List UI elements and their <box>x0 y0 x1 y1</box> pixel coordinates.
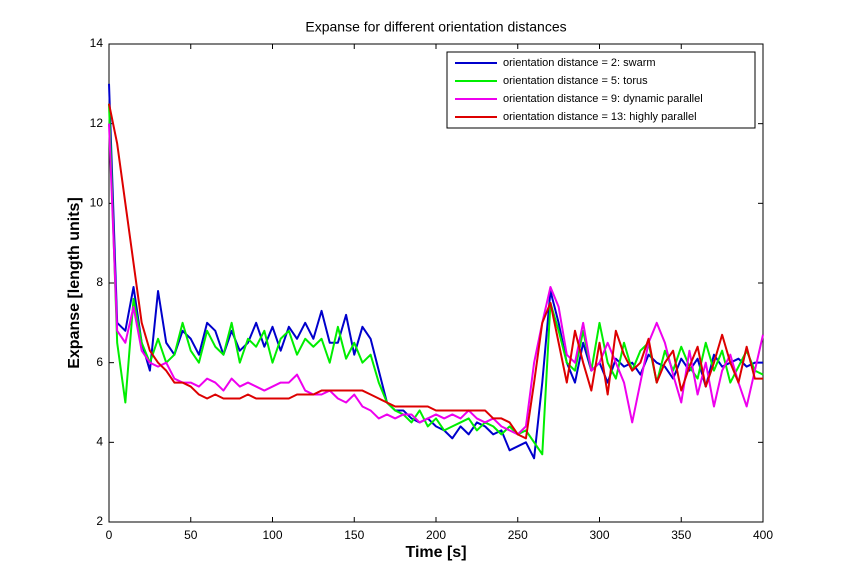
y-tick-label: 6 <box>96 355 103 369</box>
y-tick-label: 8 <box>96 275 103 289</box>
y-tick-label: 12 <box>90 116 104 130</box>
x-tick-label: 50 <box>184 528 198 542</box>
legend-label: orientation distance = 9: dynamic parall… <box>503 93 703 105</box>
y-tick-label: 14 <box>90 36 104 50</box>
y-axis-label: Expanse [length units] <box>66 197 83 369</box>
legend-label: orientation distance = 13: highly parall… <box>503 111 697 123</box>
chart-title: Expanse for different orientation distan… <box>305 19 566 35</box>
x-tick-label: 100 <box>262 528 282 542</box>
x-tick-label: 250 <box>508 528 528 542</box>
legend-box <box>446 51 756 129</box>
x-tick-label: 400 <box>753 528 773 542</box>
y-tick-label: 10 <box>90 196 104 210</box>
x-tick-label: 0 <box>106 528 113 542</box>
series-line <box>108 123 764 436</box>
legend-label: orientation distance = 2: swarm <box>503 57 656 69</box>
y-tick-label: 4 <box>96 435 103 449</box>
x-tick-label: 150 <box>344 528 364 542</box>
x-axis-label: Time [s] <box>405 544 466 561</box>
series-line <box>108 83 763 460</box>
y-tick-label: 2 <box>96 514 103 528</box>
legend-label: orientation distance = 5: torus <box>503 75 648 87</box>
x-tick-label: 300 <box>589 528 609 542</box>
series-line <box>108 103 763 440</box>
x-tick-label: 200 <box>426 528 446 542</box>
x-tick-label: 350 <box>671 528 691 542</box>
